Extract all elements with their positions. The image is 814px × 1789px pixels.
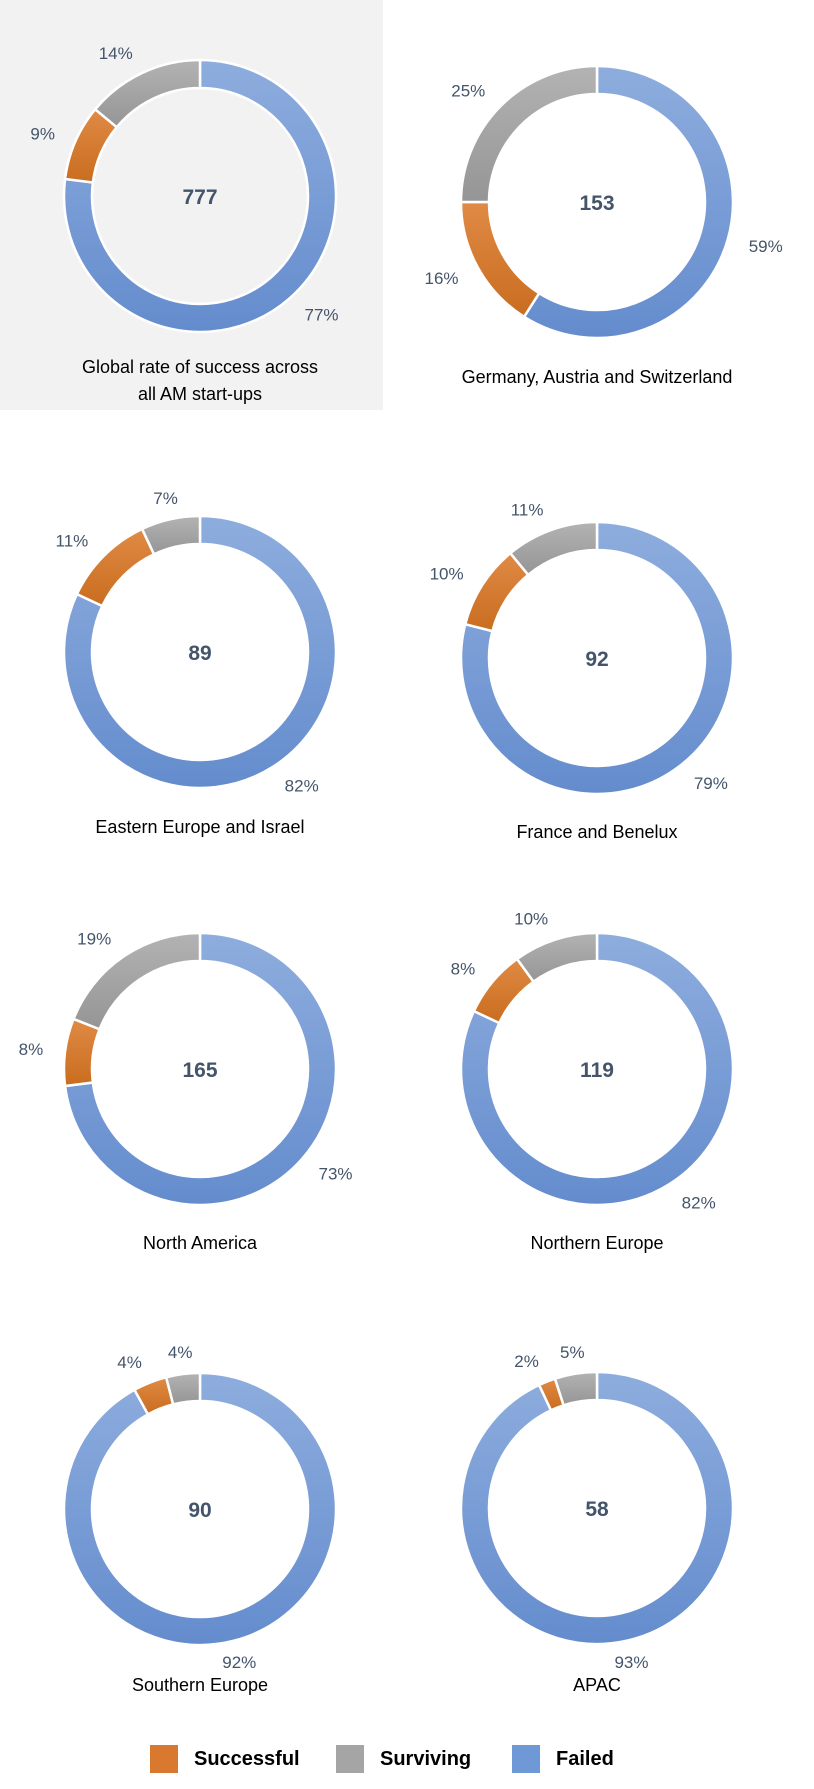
pct-label-failed: 93%	[614, 1653, 648, 1672]
pct-label-surviving: 11%	[511, 500, 544, 519]
pct-label-surviving: 4%	[168, 1343, 193, 1362]
legend-label-successful: Successful	[194, 1747, 300, 1770]
slice-failed	[522, 64, 735, 340]
slice-failed	[62, 514, 338, 790]
slice-failed	[62, 58, 338, 334]
pct-label-surviving: 25%	[451, 81, 485, 100]
chart-title: Germany, Austria and Switzerland	[462, 367, 733, 387]
center-total: 89	[188, 642, 211, 665]
slice-surviving	[515, 931, 599, 984]
center-total: 92	[585, 648, 608, 671]
chart-title: Global rate of success across all AM star…	[82, 357, 318, 404]
pct-label-surviving: 10%	[514, 910, 548, 929]
center-total: 153	[579, 192, 614, 215]
pct-label-failed: 77%	[304, 306, 338, 325]
pct-label-failed: 82%	[682, 1193, 716, 1212]
pct-label-surviving: 5%	[560, 1343, 585, 1362]
slice-failed	[63, 931, 338, 1207]
legend-label-surviving: Surviving	[380, 1747, 472, 1770]
slice-failed	[459, 520, 735, 796]
center-total: 90	[188, 1499, 211, 1522]
slice-successful	[62, 1017, 102, 1088]
slice-surviving	[553, 1370, 599, 1407]
donut-chart-4: 79% 10% 11% 92 France and Benelux	[430, 500, 735, 842]
donut-chart-1: 77% 9% 14% 777 Global rate of success across…	[30, 44, 338, 404]
slice-surviving	[71, 931, 202, 1031]
legend-item-surviving: Surviving	[336, 1744, 471, 1774]
center-total: 58	[585, 1498, 609, 1521]
chart-title: Southern Europe	[132, 1675, 268, 1695]
pct-label-successful: 2%	[514, 1352, 539, 1371]
legend: Successful Surviving Failed	[0, 1740, 814, 1780]
slice-surviving	[140, 514, 202, 556]
pct-label-failed: 79%	[694, 774, 728, 793]
pct-label-successful: 8%	[451, 959, 476, 978]
donut-chart-8: 93% 2% 5% 58 APAC	[459, 1343, 735, 1695]
pct-label-successful: 9%	[30, 124, 55, 143]
donut-chart-2: 59% 16% 25% 153 Germany, Austria and Switzer…	[425, 64, 783, 387]
legend-swatch-surviving	[336, 1745, 364, 1773]
donut-chart-5: 73% 8% 19% 165 North America	[19, 929, 353, 1253]
pct-label-surviving: 19%	[77, 929, 111, 948]
pct-label-surviving: 7%	[153, 489, 178, 508]
slice-surviving	[93, 58, 202, 129]
donut-chart-7: 92% 4% 4% 90 Southern Europe	[62, 1343, 338, 1695]
slice-surviving	[164, 1371, 202, 1406]
legend-label-failed: Failed	[556, 1747, 614, 1770]
pct-label-successful: 8%	[19, 1040, 44, 1059]
slice-surviving	[508, 520, 599, 577]
pct-label-successful: 4%	[117, 1353, 142, 1372]
donut-chart-3: 82% 11% 7% 89 Eastern Europe and Israel	[56, 489, 338, 837]
center-total: 119	[580, 1059, 614, 1082]
slice-successful	[75, 527, 156, 608]
legend-item-failed: Failed	[512, 1744, 614, 1774]
slice-failed	[459, 1370, 735, 1646]
donut-charts: 77% 9% 14% 777 Global rate of success across…	[19, 44, 783, 1695]
donut-chart-6: 82% 8% 10% 119 Northern Europe	[451, 910, 735, 1253]
slice-failed	[62, 1371, 338, 1647]
pct-label-failed: 82%	[285, 776, 319, 795]
pct-label-successful: 10%	[430, 564, 464, 583]
pct-label-surviving: 14%	[99, 44, 133, 63]
center-total: 165	[182, 1059, 217, 1082]
chart-title: Northern Europe	[530, 1233, 663, 1253]
legend-swatch-successful	[150, 1745, 178, 1773]
chart-title: Eastern Europe and Israel	[95, 817, 304, 837]
legend-item-successful: Successful	[150, 1744, 300, 1774]
center-total: 777	[182, 186, 217, 209]
chart-title: APAC	[573, 1675, 621, 1695]
pct-label-failed: 92%	[222, 1653, 256, 1672]
pct-label-failed: 59%	[749, 237, 783, 256]
pct-label-failed: 73%	[319, 1164, 353, 1183]
slice-successful	[459, 200, 541, 319]
slice-failed	[459, 931, 735, 1207]
chart-title: France and Benelux	[516, 822, 677, 842]
pct-label-successful: 16%	[425, 269, 459, 288]
legend-swatch-failed	[512, 1745, 540, 1773]
pct-label-successful: 11%	[56, 531, 89, 550]
slice-surviving	[459, 64, 599, 204]
chart-title: North America	[143, 1233, 258, 1253]
